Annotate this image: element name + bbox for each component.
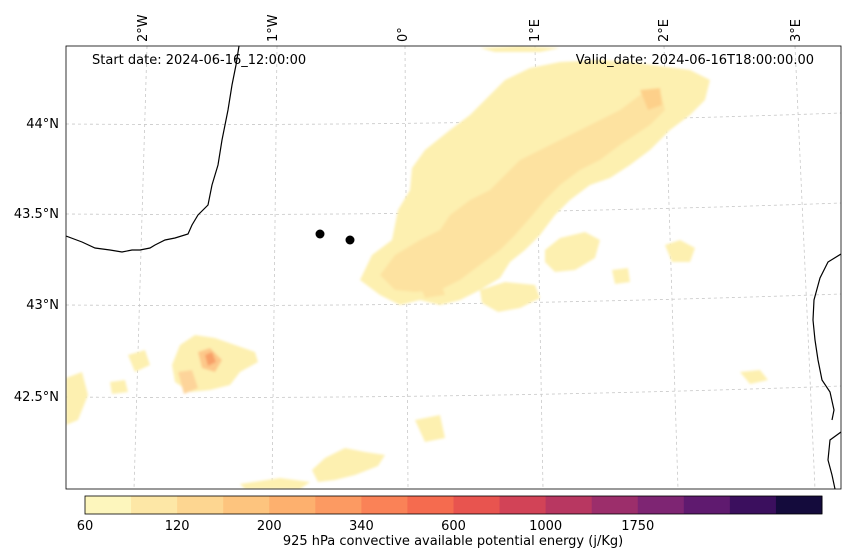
location-marker [345,235,355,245]
colorbar-cell [545,496,593,514]
valid-date-label: Valid_date: 2024-06-16T18:00:00.00 [576,53,814,68]
lon-label: 2°E [657,19,672,42]
lat-label: 44°N [26,117,59,132]
location-marker [315,229,325,239]
colorbar-cell [453,496,501,514]
lat-label: 42.5°N [14,390,59,405]
colorbar-cell [591,496,639,514]
colorbar-title: 925 hPa convective available potential e… [283,534,623,549]
colorbar-tick-label: 120 [165,519,190,534]
map-frame [65,45,842,490]
latitude-labels: 44°N 43.5°N 43°N 42.5°N [14,117,59,405]
colorbar-tick-label: 1000 [529,519,562,534]
colorbar-frame [84,495,823,515]
cape-field [66,46,768,489]
colorbar-tick-label: 200 [257,519,282,534]
coastline-bay-of-biscay [66,46,240,253]
lon-label: 2°W [136,14,151,42]
colorbar-cell [775,496,823,514]
cape-south-patch [312,448,385,482]
colorbar-cell [729,496,777,514]
colorbar-tick-label: 340 [349,519,374,534]
lon-label: 3°E [789,19,804,42]
lon-label: 0° [396,27,411,42]
cape-east-patch [545,232,600,272]
coastline-mediterranean [812,253,841,489]
cape-main-core [380,90,665,292]
colorbar-cell [177,496,224,514]
colorbar-cell [315,496,362,514]
colorbar: 60 120 200 340 600 1000 1750 925 hPa convectiv… [77,495,823,549]
colorbar-cell [407,496,454,514]
colorbar-cell [223,496,270,514]
colorbar-cell [361,496,408,514]
longitude-labels: 2°W 1°W 0° 1°E 2°E 3°E [136,14,804,42]
map-content [66,46,841,489]
colorbar-cell [131,496,178,514]
colorbar-cell [683,496,731,514]
colorbar-cell [85,496,132,514]
colorbar-cell [499,496,547,514]
lat-label: 43°N [26,298,59,313]
start-date-label: Start date: 2024-06-16_12:00:00 [92,53,306,68]
colorbar-cell [637,496,685,514]
colorbar-tick-label: 60 [77,519,94,534]
colorbar-tick-label: 1750 [621,519,654,534]
lon-label: 1°W [266,14,281,42]
colorbar-tick-label: 600 [441,519,466,534]
lon-label: 1°E [528,19,543,42]
coastlines [66,46,841,489]
colorbar-cell [269,496,316,514]
lat-label: 43.5°N [14,207,59,222]
